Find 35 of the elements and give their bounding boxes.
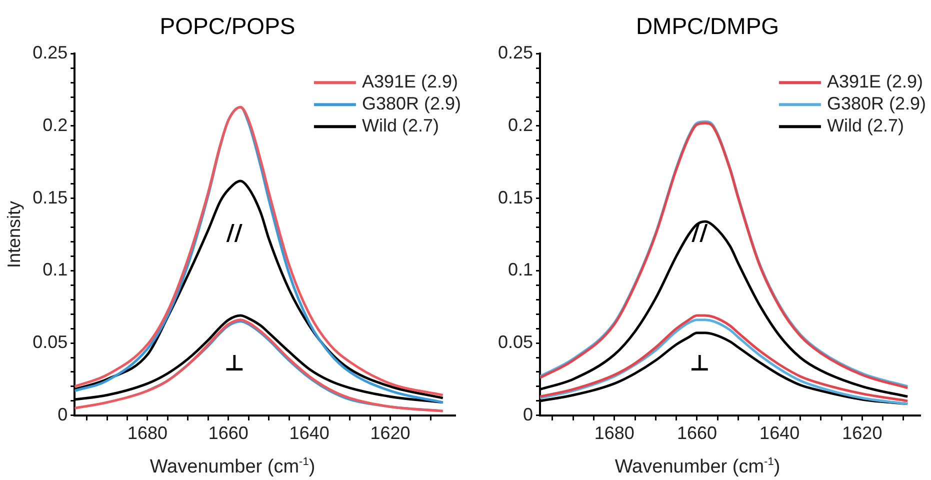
x-tick-label: 1640 (760, 423, 800, 444)
chart-title: POPC/POPS (160, 13, 296, 40)
y-tick-label: 0.1 (42, 260, 68, 280)
y-tick-label: 0.25 (32, 42, 68, 63)
x-axis-title: Wavenumber (cm$^{-1}$) (614, 456, 782, 478)
annotation: ⊥ (690, 351, 710, 376)
x-tick-label: 1680 (127, 423, 168, 444)
chart-title: DMPC/DMPG (636, 13, 780, 40)
legend-label: G380R (2.9) (362, 94, 462, 114)
legend-label: A391E (2.9) (826, 72, 924, 92)
y-axis-title: Intensity (4, 200, 24, 268)
y-tick-label: 0.2 (42, 114, 68, 135)
legend-label: G380R (2.9) (826, 94, 926, 114)
annotation: ⊥ (224, 351, 244, 376)
y-tick-label: 0.15 (32, 187, 68, 208)
x-axis-title: Wavenumber (cm$^{-1}$) (148, 456, 316, 478)
legend-label: Wild (2.7) (362, 116, 439, 136)
y-tick-label: 0 (523, 404, 534, 424)
x-tick-label: 1660 (208, 423, 248, 444)
annotation: // (226, 221, 244, 246)
x-tick-label: 1620 (370, 423, 410, 444)
y-tick-label: 0.2 (508, 114, 534, 135)
y-tick-label: 0.05 (498, 332, 534, 352)
y-tick-label: 0.05 (32, 332, 68, 352)
annotation: // (692, 221, 709, 246)
y-tick-label: 0.15 (498, 187, 534, 208)
legend-label: A391E (2.9) (362, 72, 458, 92)
x-tick-label: 1640 (289, 423, 330, 444)
y-tick-label: 0 (58, 404, 68, 424)
y-tick-label: 0.25 (498, 42, 534, 63)
x-tick-label: 1620 (842, 423, 882, 444)
x-tick-label: 1660 (676, 423, 717, 444)
legend-label: Wild (2.7) (826, 116, 904, 136)
x-tick-label: 1680 (594, 423, 634, 444)
y-tick-label: 0.1 (508, 260, 534, 280)
